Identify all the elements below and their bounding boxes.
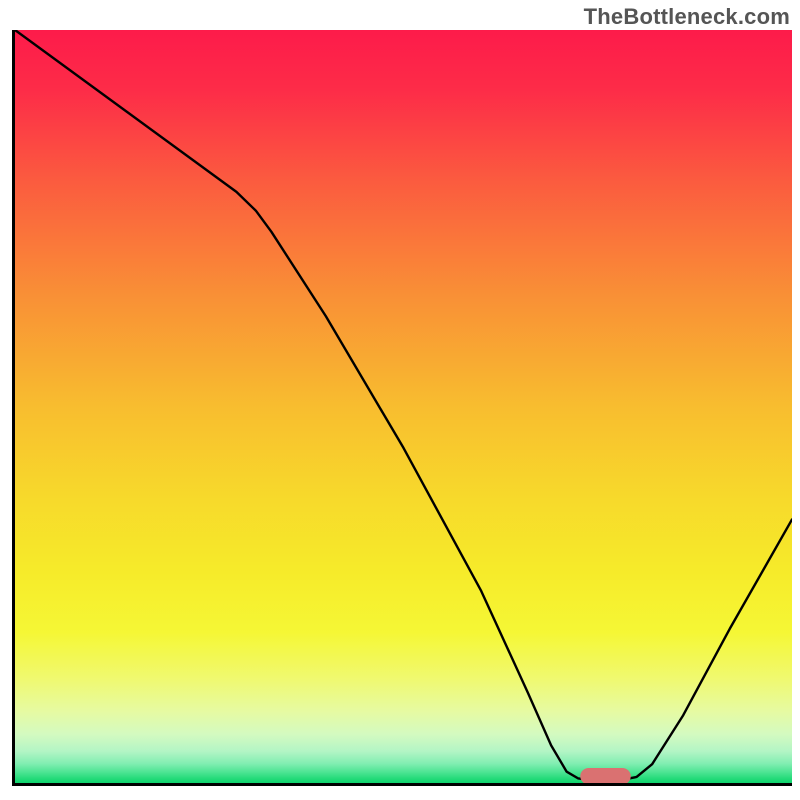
watermark-text: TheBottleneck.com [584,4,790,30]
chart-container: TheBottleneck.com [0,0,800,800]
gradient-background [15,30,792,783]
plot-area [12,30,792,786]
chart-svg [15,30,792,783]
optimal-marker [580,768,631,783]
